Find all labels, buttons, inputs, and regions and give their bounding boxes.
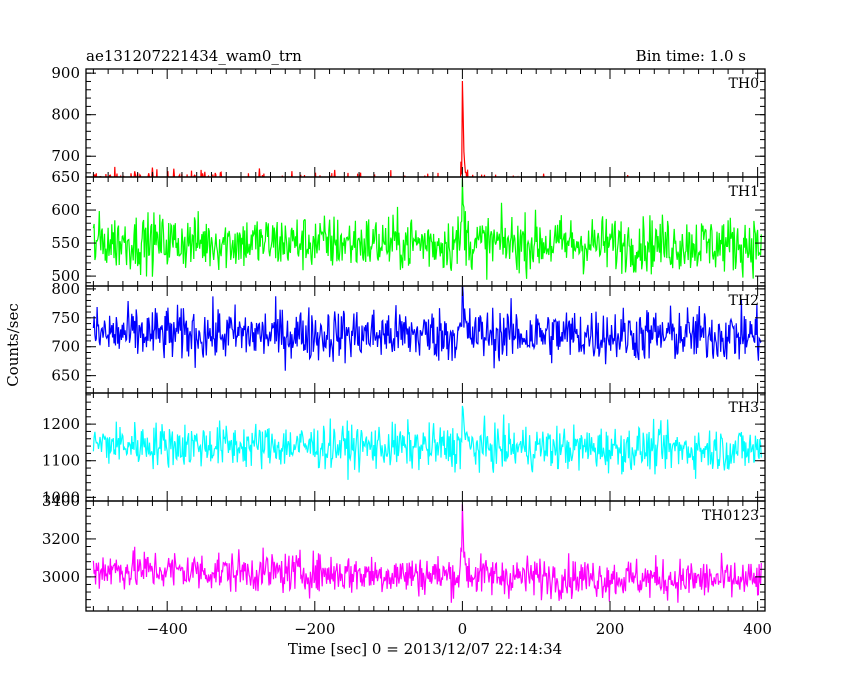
y-tick-label: 3000 — [42, 568, 80, 586]
panels-group: 650 700 800 900 TH0 500 550 600 TH1 650 700 750 800 T… — [42, 64, 766, 612]
y-tick-label: 550 — [51, 234, 80, 252]
y-tick-label: 700 — [51, 338, 80, 356]
panel-label: TH2 — [729, 293, 759, 309]
bin-time-label: Bin time: 1.0 s — [636, 47, 746, 65]
x-tick-label: 400 — [743, 620, 772, 638]
y-tick-label: 800 — [51, 280, 80, 298]
panel-th1: 500 550 600 TH1 — [51, 176, 766, 287]
y-tick-label: 1100 — [42, 452, 80, 470]
series-th3 — [92, 405, 762, 480]
y-tick-label: 3200 — [42, 530, 80, 548]
panel-th0123: 3000 3200 3400 TH0123 — [42, 492, 766, 612]
chart-title: ae131207221434_wam0_trn — [86, 47, 302, 65]
panel-th2: 650 700 750 800 TH2 — [51, 280, 766, 394]
panel-th0: 650 700 800 900 TH0 — [51, 64, 766, 186]
y-tick-label: 600 — [51, 201, 80, 219]
y-tick-label: 1200 — [42, 415, 80, 433]
y-tick-label: 650 — [51, 168, 80, 186]
x-axis: −400 −200 0 200 400 — [147, 620, 772, 638]
x-tick-label: −400 — [147, 620, 188, 638]
series-th0 — [92, 80, 629, 177]
panel-th3: 1000 1100 1200 TH3 — [42, 392, 766, 506]
x-tick-label: 0 — [458, 620, 468, 638]
y-tick-label: 800 — [51, 106, 80, 124]
panel-frame — [85, 500, 766, 612]
x-axis-label: Time [sec] 0 = 2013/12/07 22:14:34 — [288, 640, 562, 658]
x-tick-label: 200 — [596, 620, 625, 638]
panel-label: TH0 — [729, 76, 759, 92]
y-tick-label: 900 — [51, 64, 80, 82]
panel-label: TH0123 — [702, 508, 759, 524]
y-tick-label: 3400 — [42, 492, 80, 510]
y-tick-label: 700 — [51, 147, 80, 165]
x-tick-label: −200 — [294, 620, 335, 638]
series-th0123 — [92, 504, 762, 603]
series-th1 — [92, 178, 762, 280]
series-th2 — [92, 286, 762, 371]
panel-label: TH3 — [729, 400, 759, 416]
y-tick-label: 1000 — [42, 488, 80, 506]
y-tick-label: 750 — [51, 309, 80, 327]
panel-label: TH1 — [729, 184, 759, 200]
y-tick-label: 500 — [51, 267, 80, 285]
y-axis-label: Counts/sec — [4, 303, 22, 387]
y-tick-label: 650 — [51, 367, 80, 385]
panel-frame — [85, 68, 766, 178]
